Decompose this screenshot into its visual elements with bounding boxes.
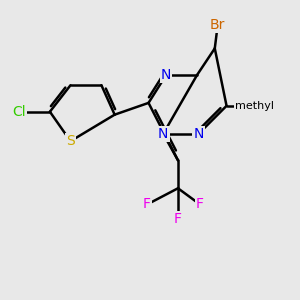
Text: N: N	[161, 68, 171, 82]
Text: F: F	[143, 197, 151, 212]
Text: N: N	[158, 127, 168, 141]
Text: methyl: methyl	[235, 101, 274, 111]
Text: N: N	[194, 127, 204, 141]
Text: Cl: Cl	[12, 105, 26, 119]
Text: F: F	[196, 197, 204, 212]
Text: S: S	[66, 134, 75, 148]
Text: Br: Br	[210, 18, 225, 32]
Text: F: F	[174, 212, 182, 226]
